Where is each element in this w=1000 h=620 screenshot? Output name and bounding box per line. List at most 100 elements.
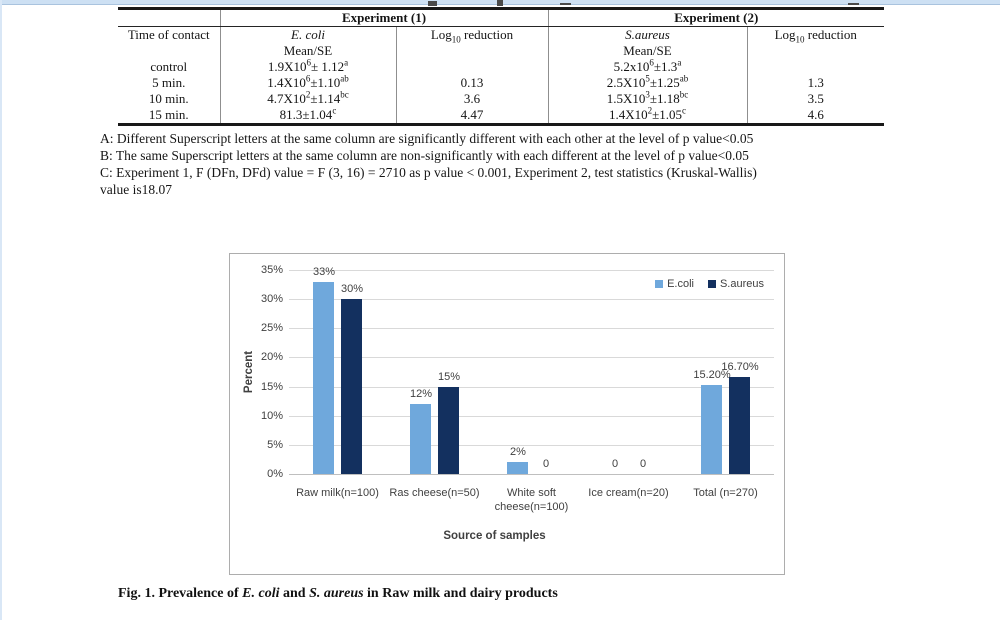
cell-saureus: 1.5X103±1.18bc bbox=[547, 91, 747, 107]
bar-value-label: 0 bbox=[611, 458, 619, 470]
cell-time: 15 min. bbox=[148, 107, 189, 122]
bar-value-label: 15% bbox=[437, 371, 461, 383]
y-tick-label: 10% bbox=[260, 410, 283, 422]
category-label: Total (n=270) bbox=[693, 487, 758, 499]
cell-log2: 3.5 bbox=[746, 91, 884, 107]
category-label: Ras cheese(n=50) bbox=[389, 487, 480, 499]
gridline bbox=[289, 328, 774, 329]
legend-item-saureus: S.aureus bbox=[707, 278, 764, 290]
legend-label-saureus: S.aureus bbox=[719, 278, 764, 290]
y-tick-label: 35% bbox=[260, 264, 283, 276]
note-a: A: Different Superscript letters at the … bbox=[100, 131, 754, 146]
table-row: 15 min. 81.3±1.04c 4.47 1.4X102±1.05c 4.… bbox=[118, 107, 884, 125]
gridline bbox=[289, 357, 774, 358]
y-tick-label: 0% bbox=[267, 468, 283, 480]
gridline bbox=[289, 445, 774, 446]
y-tick-label: 20% bbox=[260, 351, 283, 363]
col-header-time: Time of contact bbox=[127, 27, 210, 42]
cell-log1 bbox=[395, 59, 548, 75]
y-tick-label: 25% bbox=[260, 322, 283, 334]
bar-value-label: 12% bbox=[409, 388, 433, 400]
bar-value-label: 0 bbox=[639, 458, 647, 470]
cropped-text-artifact bbox=[848, 3, 859, 5]
col-header-ecoli: E. coli bbox=[219, 26, 396, 43]
table-cell bbox=[395, 43, 548, 59]
mean-se-ecoli: Mean/SE bbox=[219, 43, 396, 59]
note-b: B: The same Superscript letters at the s… bbox=[100, 148, 749, 163]
gridline bbox=[289, 416, 774, 417]
chart: Percent Source of samples E.coli S.aureu… bbox=[229, 253, 785, 575]
bar-saureus-4 bbox=[729, 377, 750, 474]
bar-saureus-1 bbox=[438, 387, 459, 474]
note-c-line1: C: Experiment 1, F (DFn, DFd) value = F … bbox=[100, 165, 757, 180]
bar-ecoli-1 bbox=[410, 404, 431, 474]
cell-saureus: 2.5X105±1.25ab bbox=[547, 75, 747, 91]
bar-value-label: 16.70% bbox=[721, 361, 759, 373]
caption-mid: and bbox=[279, 586, 310, 601]
cell-saureus: 1.4X102±1.05c bbox=[547, 107, 747, 125]
bar-ecoli-0 bbox=[313, 282, 334, 474]
table-row: control 1.9X106± 1.12a 5.2x106±1.3a bbox=[118, 59, 884, 75]
experiment2-header: Experiment (2) bbox=[547, 8, 884, 27]
x-axis-title: Source of samples bbox=[443, 530, 546, 542]
gridline bbox=[289, 299, 774, 300]
cell-log1: 0.13 bbox=[395, 75, 548, 91]
cell-saureus: 5.2x106±1.3a bbox=[547, 59, 747, 75]
bar-ecoli-4 bbox=[701, 385, 722, 474]
results-table: Experiment (1) Experiment (2) Time of co… bbox=[118, 7, 884, 126]
cropped-text-artifact bbox=[497, 0, 503, 6]
y-tick-label: 30% bbox=[260, 293, 283, 305]
legend-label-ecoli: E.coli bbox=[667, 278, 694, 290]
bar-ecoli-2 bbox=[507, 462, 528, 474]
x-axis-line bbox=[289, 474, 774, 475]
cropped-text-artifact bbox=[428, 1, 437, 6]
bar-saureus-0 bbox=[341, 299, 362, 474]
category-label: Raw milk(n=100) bbox=[296, 487, 379, 499]
legend-swatch-saureus bbox=[707, 280, 716, 288]
cell-log2: 1.3 bbox=[746, 75, 884, 91]
table-row: 10 min. 4.7X102±1.14bc 3.6 1.5X103±1.18b… bbox=[118, 91, 884, 107]
table-row: 5 min. 1.4X106±1.10ab 0.13 2.5X105±1.25a… bbox=[118, 75, 884, 91]
cell-time: 5 min. bbox=[152, 75, 186, 90]
category-label: White soft cheese(n=100) bbox=[494, 487, 569, 513]
experiment1-header: Experiment (1) bbox=[219, 8, 548, 27]
caption-species1: E. coli bbox=[242, 586, 280, 601]
table-cell bbox=[746, 43, 884, 59]
bar-value-label: 33% bbox=[312, 266, 336, 278]
chart-legend: E.coli S.aureus bbox=[655, 278, 764, 290]
cell-log2 bbox=[746, 59, 884, 75]
legend-swatch-ecoli bbox=[655, 280, 664, 288]
legend-item-ecoli: E.coli bbox=[655, 278, 694, 290]
cell-log2: 4.6 bbox=[746, 107, 884, 125]
gridline bbox=[289, 270, 774, 271]
bar-value-label: 30% bbox=[340, 283, 364, 295]
note-c-line2: value is18.07 bbox=[100, 182, 172, 197]
cell-time: 10 min. bbox=[148, 91, 189, 106]
col-header-log2: Log10 reduction bbox=[746, 26, 884, 43]
cell-time: control bbox=[150, 59, 188, 74]
cell-ecoli: 1.9X106± 1.12a bbox=[219, 59, 396, 75]
table-notes: A: Different Superscript letters at the … bbox=[100, 130, 908, 198]
caption-prefix: Fig. 1. Prevalence of bbox=[118, 586, 243, 601]
col-header-log1: Log10 reduction bbox=[395, 26, 548, 43]
caption-suffix: in Raw milk and dairy products bbox=[363, 586, 558, 601]
bar-value-label: 0 bbox=[542, 458, 550, 470]
cell-ecoli: 1.4X106±1.10ab bbox=[219, 75, 396, 91]
category-label: Ice cream(n=20) bbox=[588, 487, 669, 499]
bar-value-label: 2% bbox=[510, 446, 526, 458]
table-corner-cell bbox=[118, 8, 220, 27]
table-cell bbox=[118, 43, 220, 59]
cell-ecoli: 4.7X102±1.14bc bbox=[219, 91, 396, 107]
figure-caption: Fig. 1. Prevalence of E. coli and S. aur… bbox=[118, 586, 558, 602]
bar-value-label: 15.20% bbox=[693, 369, 731, 381]
window-edge-left bbox=[0, 0, 2, 620]
y-tick-label: 15% bbox=[260, 381, 283, 393]
cell-log1: 4.47 bbox=[395, 107, 548, 125]
caption-species2: S. aureus bbox=[309, 586, 364, 601]
mean-se-saureus: Mean/SE bbox=[547, 43, 747, 59]
cropped-text-artifact bbox=[560, 3, 571, 5]
col-header-saureus: S.aureus bbox=[547, 26, 747, 43]
gridline bbox=[289, 387, 774, 388]
y-tick-label: 5% bbox=[267, 439, 283, 451]
